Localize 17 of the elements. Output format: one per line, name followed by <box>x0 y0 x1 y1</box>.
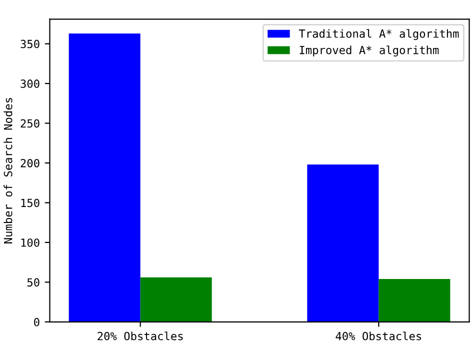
y-tick-label: 0 <box>34 318 40 326</box>
x-tick-label: 40% Obstacles <box>336 332 422 340</box>
bar <box>307 164 379 322</box>
x-tick-label: 20% Obstacles <box>98 332 183 340</box>
bar <box>140 277 212 322</box>
y-axis-title: Number of Search Nodes <box>4 98 12 244</box>
bar <box>68 33 140 322</box>
legend-label: Improved A* algorithm <box>300 46 439 56</box>
y-tick-label: 250 <box>20 119 40 128</box>
y-tick-label: 300 <box>20 80 40 88</box>
y-tick-label: 50 <box>27 278 40 287</box>
y-tick-label: 350 <box>20 40 40 48</box>
bar <box>378 278 450 322</box>
y-tick-label: 100 <box>21 238 40 247</box>
y-tick-label: 150 <box>21 198 40 208</box>
y-tick-label: 200 <box>20 158 40 168</box>
legend-label: Traditional A* algorithm <box>298 29 459 40</box>
